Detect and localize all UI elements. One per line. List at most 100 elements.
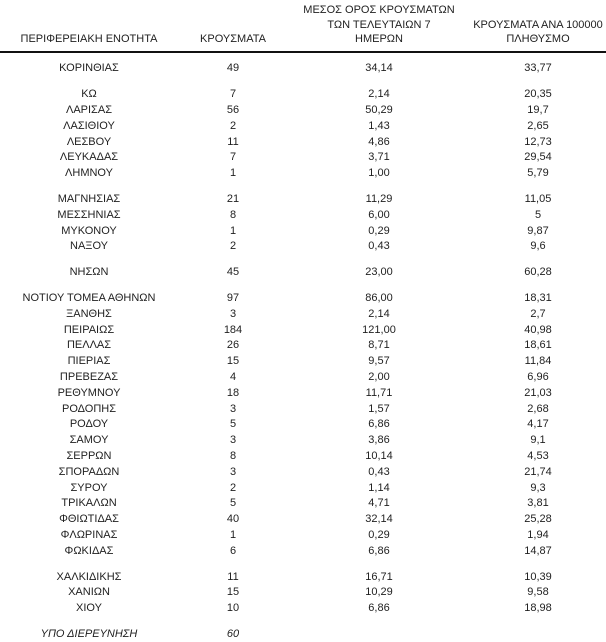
table-row: ΚΟΡΙΝΘΙΑΣ 49 34,14 33,77 bbox=[0, 61, 606, 77]
cell-avg-7day: 11,71 bbox=[365, 386, 393, 399]
header-avg7-line1: ΜΕΣΟΣ ΟΡΟΣ ΚΡΟΥΣΜΑΤΩΝ bbox=[303, 4, 455, 16]
cell-per-100k: 18,98 bbox=[524, 602, 552, 615]
cell-avg-7day: 2,14 bbox=[368, 307, 390, 320]
row-group: ΝΟΤΙΟΥ ΤΟΜΕΑ ΑΘΗΝΩΝ 97 86,00 18,31 ΞΑΝΘΗ… bbox=[0, 290, 606, 559]
cell-region-name: ΧΑΝΙΩΝ bbox=[68, 586, 110, 599]
cell-cases-count: 10 bbox=[226, 602, 240, 615]
cell-region-name: ΣΑΜΟΥ bbox=[69, 434, 109, 447]
cell-avg-7day: 9,57 bbox=[368, 355, 390, 368]
cell-cases-count: 1 bbox=[229, 528, 237, 541]
table-row: ΠΕΛΛΑΣ 26 8,71 18,61 bbox=[0, 337, 606, 353]
cell-cases-count: 11 bbox=[227, 135, 239, 148]
table-row: ΡΕΘΥΜΝΟΥ 18 11,71 21,03 bbox=[0, 385, 606, 401]
cell-cases-count: 3 bbox=[229, 434, 237, 447]
row-group: ΝΗΣΩΝ 45 23,00 60,28 bbox=[0, 264, 606, 280]
header-avg7-line2: ΤΩΝ ΤΕΛΕΥΤΑΙΩΝ 7 bbox=[327, 18, 431, 31]
cell-avg-7day: 8,71 bbox=[368, 339, 390, 352]
cell-avg-7day: 11,29 bbox=[365, 192, 393, 205]
header-cases-label: ΚΡΟΥΣΜΑΤΑ bbox=[200, 33, 266, 45]
cell-avg-7day: 0,43 bbox=[368, 240, 390, 253]
cell-avg-7day: 16,71 bbox=[365, 570, 393, 583]
cell-cases-count: 15 bbox=[226, 586, 240, 599]
header-avg7-line3: ΗΜΕΡΩΝ bbox=[355, 33, 403, 45]
cell-cases-count: 3 bbox=[229, 307, 237, 320]
cell-cases-count: 184 bbox=[223, 323, 243, 336]
cell-cases-count: 5 bbox=[229, 497, 237, 510]
table-row: ΧΑΛΚΙΔΙΚΗΣ 11 16,71 10,39 bbox=[0, 569, 606, 585]
cell-avg-7day: 0,29 bbox=[368, 224, 390, 237]
cell-region-name: ΣΥΡΟΥ bbox=[70, 481, 108, 494]
cell-per-100k: 4,17 bbox=[527, 418, 549, 431]
cell-region-name: ΛΕΥΚΑΔΑΣ bbox=[59, 151, 119, 164]
cell-per-100k: 18,61 bbox=[524, 339, 552, 352]
cell-per-100k: 60,28 bbox=[524, 266, 552, 279]
cell-cases-count: 1 bbox=[229, 224, 237, 237]
cell-region-name: ΡΟΔΟΠΗΣ bbox=[61, 402, 117, 415]
table-row: ΧΑΝΙΩΝ 15 10,29 9,58 bbox=[0, 584, 606, 600]
cell-cases-count: 21 bbox=[226, 192, 240, 205]
cell-per-100k: 2,65 bbox=[527, 119, 549, 132]
cell-avg-7day: 6,86 bbox=[368, 602, 390, 615]
row-group: ΚΟΡΙΝΘΙΑΣ 49 34,14 33,77 bbox=[0, 61, 606, 77]
cell-region-name: ΛΗΜΝΟΥ bbox=[65, 167, 113, 180]
cell-per-100k: 9,58 bbox=[527, 586, 549, 599]
cell-cases-count: 5 bbox=[229, 418, 237, 431]
cell-cases-count: 45 bbox=[226, 266, 240, 279]
cell-region-name: ΚΟΡΙΝΘΙΑΣ bbox=[59, 62, 119, 75]
table-row: ΛΑΣΙΘΙΟΥ 2 1,43 2,65 bbox=[0, 118, 606, 134]
cell-region-name: ΧΙΟΥ bbox=[76, 602, 102, 615]
table-row: ΛΗΜΝΟΥ 1 1,00 5,79 bbox=[0, 165, 606, 181]
cell-region-name: ΛΑΣΙΘΙΟΥ bbox=[63, 119, 115, 132]
cell-cases-count: 8 bbox=[229, 449, 237, 462]
row-group: ΥΠΟ ΔΙΕΡΕΥΝΗΣΗ 60 bbox=[0, 626, 606, 642]
cell-region-name: ΣΕΡΡΩΝ bbox=[66, 449, 112, 462]
cell-per-100k: 9,87 bbox=[527, 224, 549, 237]
cell-avg-7day: 1,14 bbox=[368, 481, 390, 494]
cell-avg-7day: 34,14 bbox=[365, 62, 393, 75]
cell-cases-count: 97 bbox=[226, 291, 240, 304]
cell-cases-count: 8 bbox=[229, 208, 237, 221]
table-body: ΚΟΡΙΝΘΙΑΣ 49 34,14 33,77 ΚΩ 7 2,14 20,35… bbox=[0, 61, 606, 642]
cell-region-name: ΜΥΚΟΝΟΥ bbox=[61, 224, 117, 237]
table-row: ΡΟΔΟΥ 5 6,86 4,17 bbox=[0, 416, 606, 432]
cell-cases-count: 2 bbox=[229, 240, 237, 253]
cell-cases-count: 60 bbox=[226, 627, 240, 640]
cell-per-100k: 5 bbox=[534, 208, 542, 221]
cell-per-100k: 11,05 bbox=[524, 192, 552, 205]
table-row: ΡΟΔΟΠΗΣ 3 1,57 2,68 bbox=[0, 401, 606, 417]
cell-cases-count: 7 bbox=[229, 151, 237, 164]
cell-avg-7day: 6,86 bbox=[368, 418, 390, 431]
table-row: ΛΑΡΙΣΑΣ 56 50,29 19,7 bbox=[0, 102, 606, 118]
table-row: ΚΩ 7 2,14 20,35 bbox=[0, 86, 606, 102]
cell-per-100k: 9,6 bbox=[530, 240, 546, 253]
header-region-label: ΠΕΡΙΦΕΡΕΙΑΚΗ ΕΝΟΤΗΤΑ bbox=[20, 33, 158, 45]
cell-cases-count: 56 bbox=[226, 103, 240, 116]
cell-cases-count: 4 bbox=[229, 370, 237, 383]
cell-cases-count: 2 bbox=[229, 119, 237, 132]
cell-region-name: ΠΕΛΛΑΣ bbox=[66, 339, 112, 352]
cell-per-100k: 6,96 bbox=[527, 370, 549, 383]
cell-avg-7day: 1,57 bbox=[368, 402, 390, 415]
cell-avg-7day: 4,86 bbox=[368, 135, 390, 148]
table-row: ΜΕΣΣΗΝΙΑΣ 8 6,00 5 bbox=[0, 207, 606, 223]
cell-region-name: ΝΑΞΟΥ bbox=[70, 240, 108, 253]
cell-per-100k: 1,94 bbox=[527, 528, 549, 541]
cell-cases-count: 40 bbox=[226, 513, 240, 526]
cell-region-name: ΜΑΓΝΗΣΙΑΣ bbox=[57, 192, 121, 205]
header-avg7-column: ΜΕΣΟΣ ΟΡΟΣ ΚΡΟΥΣΜΑΤΩΝ ΤΩΝ ΤΕΛΕΥΤΑΙΩΝ 7 Η… bbox=[288, 3, 470, 47]
cell-avg-7day: 3,71 bbox=[368, 151, 390, 164]
cell-region-name: ΛΑΡΙΣΑΣ bbox=[65, 103, 112, 116]
header-region-column: ΠΕΡΙΦΕΡΕΙΑΚΗ ΕΝΟΤΗΤΑ bbox=[0, 32, 178, 47]
table-row: ΦΩΚΙΔΑΣ 6 6,86 14,87 bbox=[0, 543, 606, 559]
header-per100k-line2: ΠΛΗΘΥΣΜΟ bbox=[506, 33, 570, 45]
cell-per-100k: 9,3 bbox=[530, 481, 546, 494]
cell-region-name: ΧΑΛΚΙΔΙΚΗΣ bbox=[56, 570, 122, 583]
cell-region-name: ΡΕΘΥΜΝΟΥ bbox=[57, 386, 121, 399]
table-row: ΣΑΜΟΥ 3 3,86 9,1 bbox=[0, 432, 606, 448]
cell-per-100k: 33,77 bbox=[524, 62, 552, 75]
table-row: ΛΕΣΒΟΥ 11 4,86 12,73 bbox=[0, 134, 606, 150]
header-cases-column: ΚΡΟΥΣΜΑΤΑ bbox=[178, 32, 288, 47]
cell-avg-7day: 1,43 bbox=[368, 119, 390, 132]
table-row: ΜΥΚΟΝΟΥ 1 0,29 9,87 bbox=[0, 223, 606, 239]
cell-region-name: ΦΩΚΙΔΑΣ bbox=[64, 544, 114, 557]
